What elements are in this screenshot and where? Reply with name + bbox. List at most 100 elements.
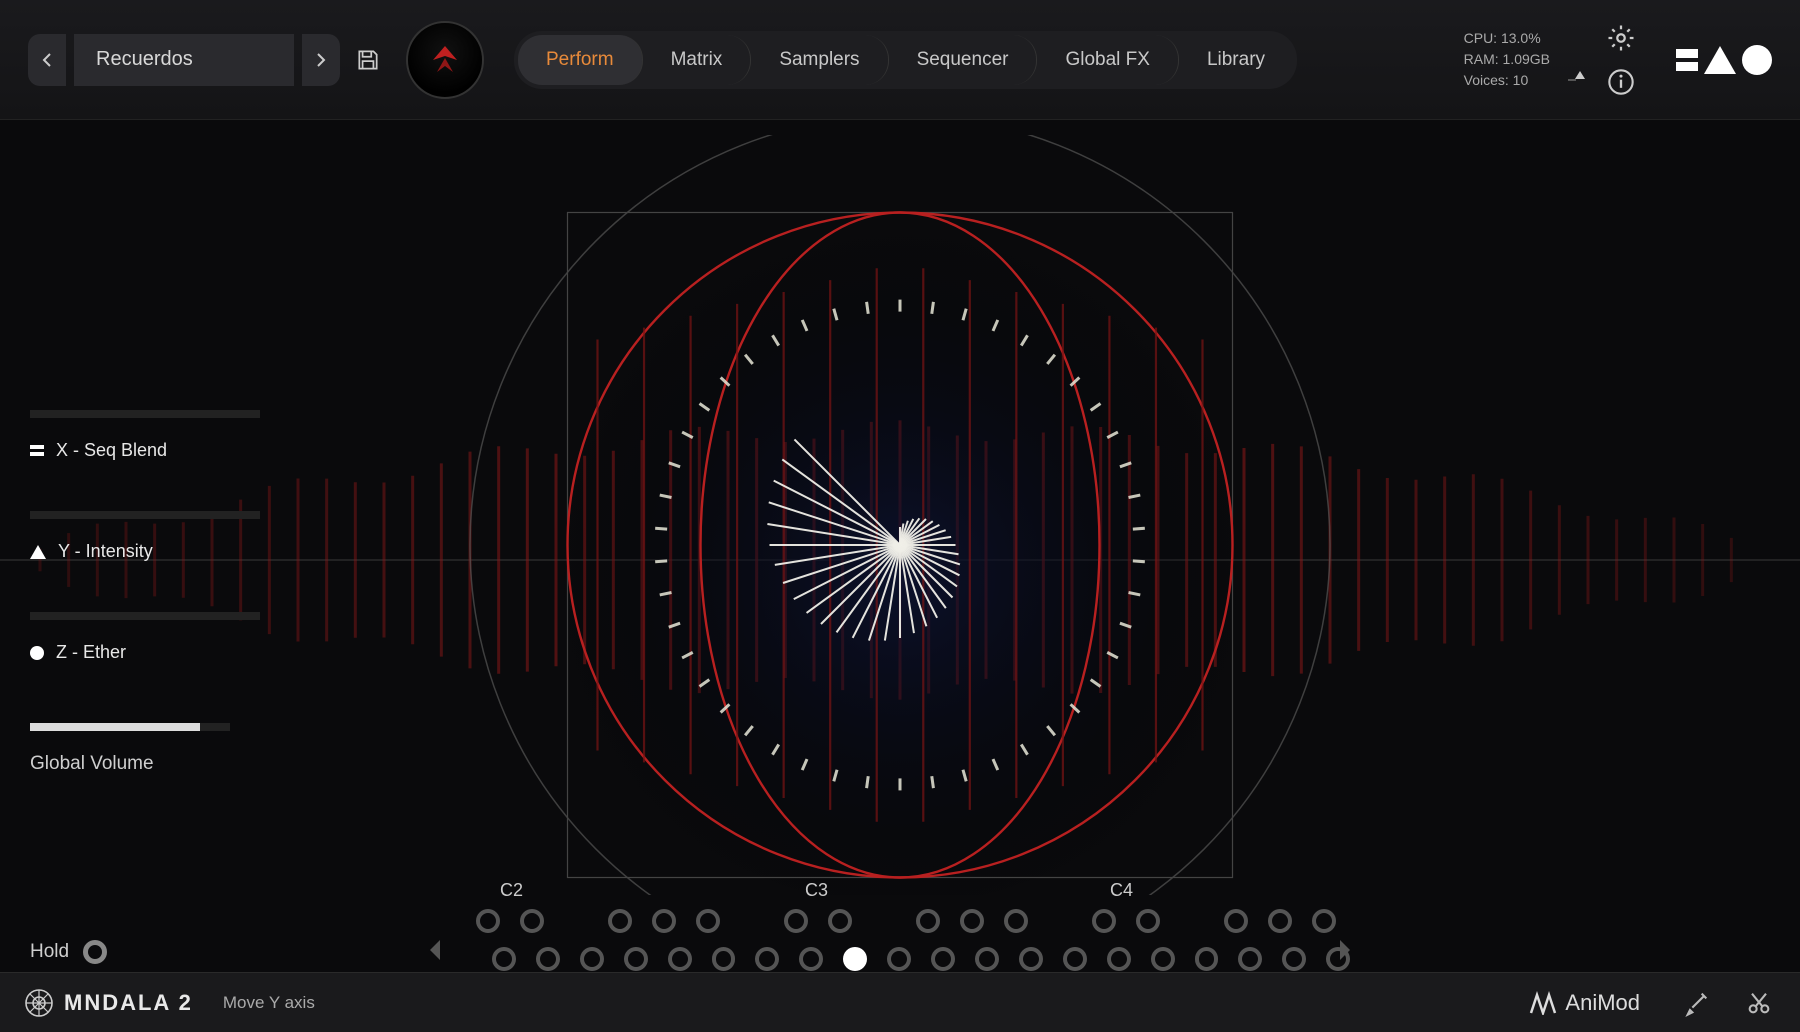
z-icon xyxy=(30,646,44,660)
white-key-6[interactable] xyxy=(755,947,779,971)
bottom-bar: MNDALA 2 Move Y axis AniMod xyxy=(0,972,1800,1032)
black-key-3[interactable] xyxy=(608,909,632,933)
black-key-12[interactable] xyxy=(1004,909,1028,933)
param-y-slider[interactable] xyxy=(30,511,260,519)
hold-toggle[interactable] xyxy=(83,940,107,964)
param-x-slider[interactable] xyxy=(30,410,260,418)
white-key-12[interactable] xyxy=(1019,947,1043,971)
preset-prev-button[interactable] xyxy=(28,34,66,86)
white-key-0[interactable] xyxy=(492,947,516,971)
black-key-7[interactable] xyxy=(784,909,808,933)
param-z: Z - Ether xyxy=(30,612,260,663)
white-key-9[interactable] xyxy=(887,947,911,971)
black-key-10[interactable] xyxy=(916,909,940,933)
save-button[interactable] xyxy=(348,40,388,80)
white-keys-row xyxy=(430,947,1350,971)
header-right-icons xyxy=(1604,21,1772,99)
xy-visualizer[interactable] xyxy=(420,135,1380,895)
param-y: Y - Intensity xyxy=(30,511,260,562)
stat-cpu: CPU: 13.0% xyxy=(1464,28,1550,49)
global-volume-slider[interactable] xyxy=(30,723,230,731)
black-key-17[interactable] xyxy=(1224,909,1248,933)
level-meter-2 xyxy=(1568,53,1576,61)
keyboard-grid: C2 C3 C4 xyxy=(430,880,1350,985)
left-panel: X - Seq Blend Y - Intensity Z - Ether Gl… xyxy=(30,410,260,775)
black-keys-row xyxy=(430,909,1350,933)
plugin-logo-badge[interactable] xyxy=(406,21,484,99)
bottom-icons xyxy=(1680,986,1776,1020)
midi-learn-icon[interactable] xyxy=(1680,986,1714,1020)
param-y-label: Y - Intensity xyxy=(58,541,153,562)
output-meters xyxy=(1568,39,1576,81)
white-key-7[interactable] xyxy=(799,947,823,971)
white-key-16[interactable] xyxy=(1195,947,1219,971)
param-x-label: X - Seq Blend xyxy=(56,440,167,461)
octave-label-c2: C2 xyxy=(500,880,523,901)
keyboard-scroll-right[interactable] xyxy=(1330,930,1360,970)
white-key-4[interactable] xyxy=(668,947,692,971)
white-key-17[interactable] xyxy=(1238,947,1262,971)
stats-readout: CPU: 13.0% RAM: 1.09GB Voices: 10 xyxy=(1464,28,1550,91)
param-z-label: Z - Ether xyxy=(56,642,126,663)
global-volume-label: Global Volume xyxy=(30,753,260,775)
hold-control: Hold xyxy=(30,940,107,964)
brand-logo: MNDALA 2 xyxy=(24,988,193,1018)
param-x: X - Seq Blend xyxy=(30,410,260,461)
tab-library[interactable]: Library xyxy=(1179,35,1293,85)
tab-bar: Perform Matrix Samplers Sequencer Global… xyxy=(514,31,1297,89)
stat-voices: Voices: 10 xyxy=(1464,70,1550,91)
octave-labels: C2 C3 C4 xyxy=(430,880,1350,901)
white-key-18[interactable] xyxy=(1282,947,1306,971)
white-key-13[interactable] xyxy=(1063,947,1087,971)
brand-shapes-icon xyxy=(1676,45,1772,75)
white-key-2[interactable] xyxy=(580,947,604,971)
tab-sequencer[interactable]: Sequencer xyxy=(889,35,1038,85)
animod-icon xyxy=(1529,991,1557,1015)
tab-matrix[interactable]: Matrix xyxy=(643,35,752,85)
param-z-slider[interactable] xyxy=(30,612,260,620)
preset-next-button[interactable] xyxy=(302,34,340,86)
black-key-18[interactable] xyxy=(1268,909,1292,933)
black-key-11[interactable] xyxy=(960,909,984,933)
global-volume: Global Volume xyxy=(30,723,260,775)
white-key-11[interactable] xyxy=(975,947,999,971)
info-icon[interactable] xyxy=(1604,65,1638,99)
white-key-3[interactable] xyxy=(624,947,648,971)
black-key-14[interactable] xyxy=(1092,909,1116,933)
animod-label: AniMod xyxy=(1565,990,1640,1016)
black-key-8[interactable] xyxy=(828,909,852,933)
white-key-8[interactable] xyxy=(843,947,867,971)
tab-samplers[interactable]: Samplers xyxy=(751,35,888,85)
black-key-0[interactable] xyxy=(476,909,500,933)
preset-cluster: Recuerdos xyxy=(28,34,388,86)
black-key-15[interactable] xyxy=(1136,909,1160,933)
octave-label-c3: C3 xyxy=(805,880,828,901)
black-key-1[interactable] xyxy=(520,909,544,933)
midi-indicator xyxy=(1568,67,1576,81)
y-icon xyxy=(30,545,46,559)
black-key-5[interactable] xyxy=(696,909,720,933)
preset-name-display[interactable]: Recuerdos xyxy=(74,34,294,86)
octave-label-c4: C4 xyxy=(1110,880,1133,901)
level-meter xyxy=(1568,39,1576,47)
cut-icon[interactable] xyxy=(1742,986,1776,1020)
x-icon xyxy=(30,445,44,456)
main-area: X - Seq Blend Y - Intensity Z - Ether Gl… xyxy=(0,120,1800,972)
top-bar: Recuerdos Perform Matrix Samplers Sequen… xyxy=(0,0,1800,120)
black-key-4[interactable] xyxy=(652,909,676,933)
animod-logo[interactable]: AniMod xyxy=(1529,990,1640,1016)
stat-ram: RAM: 1.09GB xyxy=(1464,49,1550,70)
white-key-15[interactable] xyxy=(1151,947,1175,971)
mandala-icon xyxy=(24,988,54,1018)
keyboard-scroll-left[interactable] xyxy=(420,930,450,970)
hint-text: Move Y axis xyxy=(223,993,315,1013)
white-key-14[interactable] xyxy=(1107,947,1131,971)
hold-label: Hold xyxy=(30,941,69,963)
white-key-1[interactable] xyxy=(536,947,560,971)
white-key-5[interactable] xyxy=(712,947,736,971)
settings-icon[interactable] xyxy=(1604,21,1638,55)
white-key-10[interactable] xyxy=(931,947,955,971)
brand-text: MNDALA 2 xyxy=(64,990,193,1016)
tab-perform[interactable]: Perform xyxy=(518,35,643,85)
tab-global-fx[interactable]: Global FX xyxy=(1037,35,1178,85)
